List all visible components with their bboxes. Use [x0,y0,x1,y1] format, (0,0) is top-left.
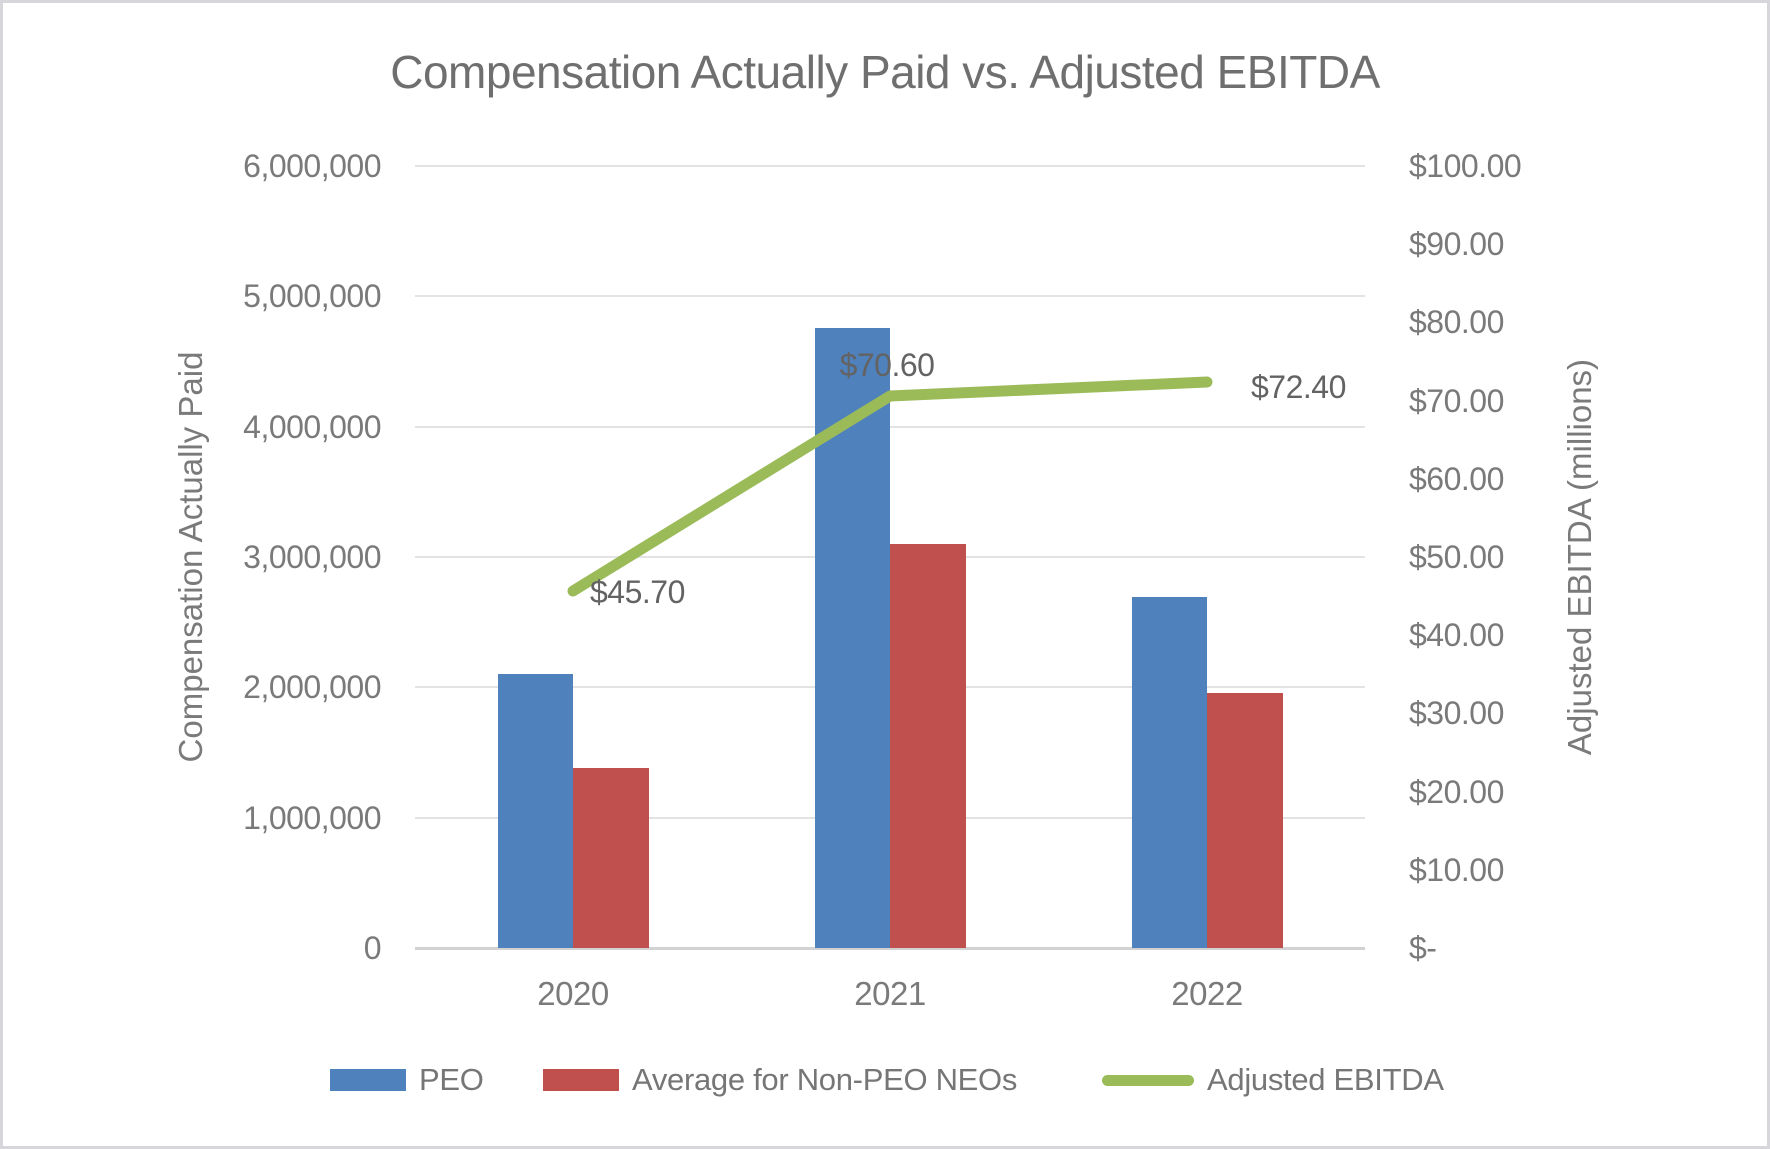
category-label: 2022 [1171,975,1243,1012]
bar-peo-2022 [1132,597,1207,948]
gridline [415,165,1365,167]
category-label: 2021 [854,975,926,1012]
gridline [415,426,1365,428]
left-axis-tick-label: 4,000,000 [243,409,381,445]
right-axis-tick-label: $10.00 [1409,852,1504,888]
category-label: 2020 [537,975,609,1012]
legend-item-adjusted-ebitda: Adjusted EBITDA [1102,1057,1444,1103]
bar-average-for-non-peo-neos-2022 [1207,693,1283,948]
right-axis-tick-label: $40.00 [1409,617,1504,653]
legend-label-non-peo-neos: Average for Non-PEO NEOs [632,1062,1018,1097]
bar-peo-2021 [815,328,890,948]
x-axis-line [415,947,1365,950]
right-axis-tick-label: $80.00 [1409,304,1504,340]
left-axis-tick-label: 0 [363,930,382,966]
peo-legend-swatch [330,1069,406,1091]
right-axis-tick-label: $70.00 [1409,383,1504,419]
right-axis-tick-label: $100.00 [1409,148,1522,184]
left-axis-tick-label: 2,000,000 [243,669,381,705]
legend-item-peo: PEO [330,1057,484,1103]
bar-peo-2020 [498,674,573,948]
legend-label-peo: PEO [419,1062,484,1097]
adjusted-ebitda-legend-swatch [1102,1074,1194,1086]
legend-item-non-peo-neos: Average for Non-PEO NEOs [543,1057,1017,1103]
left-axis-tick-label: 5,000,000 [243,278,381,314]
right-axis-tick-label: $20.00 [1409,774,1504,810]
chart-title: Compensation Actually Paid vs. Adjusted … [390,46,1380,98]
bar-average-for-non-peo-neos-2021 [890,544,966,948]
line-data-label: $72.40 [1251,369,1346,405]
line-data-label: $45.70 [590,574,685,610]
legend-label-adjusted-ebitda: Adjusted EBITDA [1207,1062,1444,1097]
gridline [415,295,1365,297]
right-axis-tick-label: $90.00 [1409,226,1504,262]
non-peo-neos-legend-swatch [543,1069,619,1091]
right-axis-tick-label: $60.00 [1409,461,1504,497]
bar-average-for-non-peo-neos-2020 [573,768,649,948]
left-axis-tick-label: 6,000,000 [243,148,381,184]
left-axis-tick-label: 1,000,000 [243,800,381,836]
right-axis-tick-label: $50.00 [1409,539,1504,575]
line-data-label: $70.60 [839,347,935,383]
right-axis-tick-label: $30.00 [1409,695,1504,731]
left-axis-tick-label: 3,000,000 [243,539,381,575]
right-axis-tick-label: $- [1409,930,1437,966]
